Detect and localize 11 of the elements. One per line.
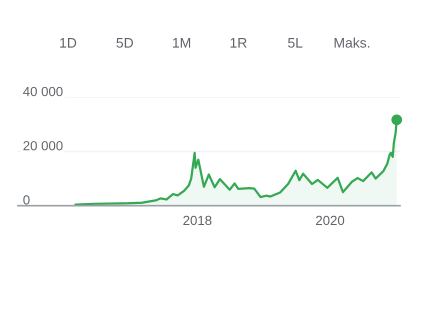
- text: 1D: [60, 38, 76, 48]
- text: 1R: [230, 38, 247, 48]
- y-tick-label: 40 000: [23, 86, 63, 96]
- text: 1M: [173, 38, 190, 48]
- y-tick-label: 0: [23, 195, 30, 205]
- text: Maks.: [334, 38, 370, 48]
- text: 5L: [288, 38, 302, 48]
- text: 5D: [116, 38, 134, 48]
- x-tick-label: 2020: [316, 216, 344, 226]
- x-tick-label: 2018: [183, 216, 212, 226]
- y-tick-label: 20 000: [23, 141, 63, 150]
